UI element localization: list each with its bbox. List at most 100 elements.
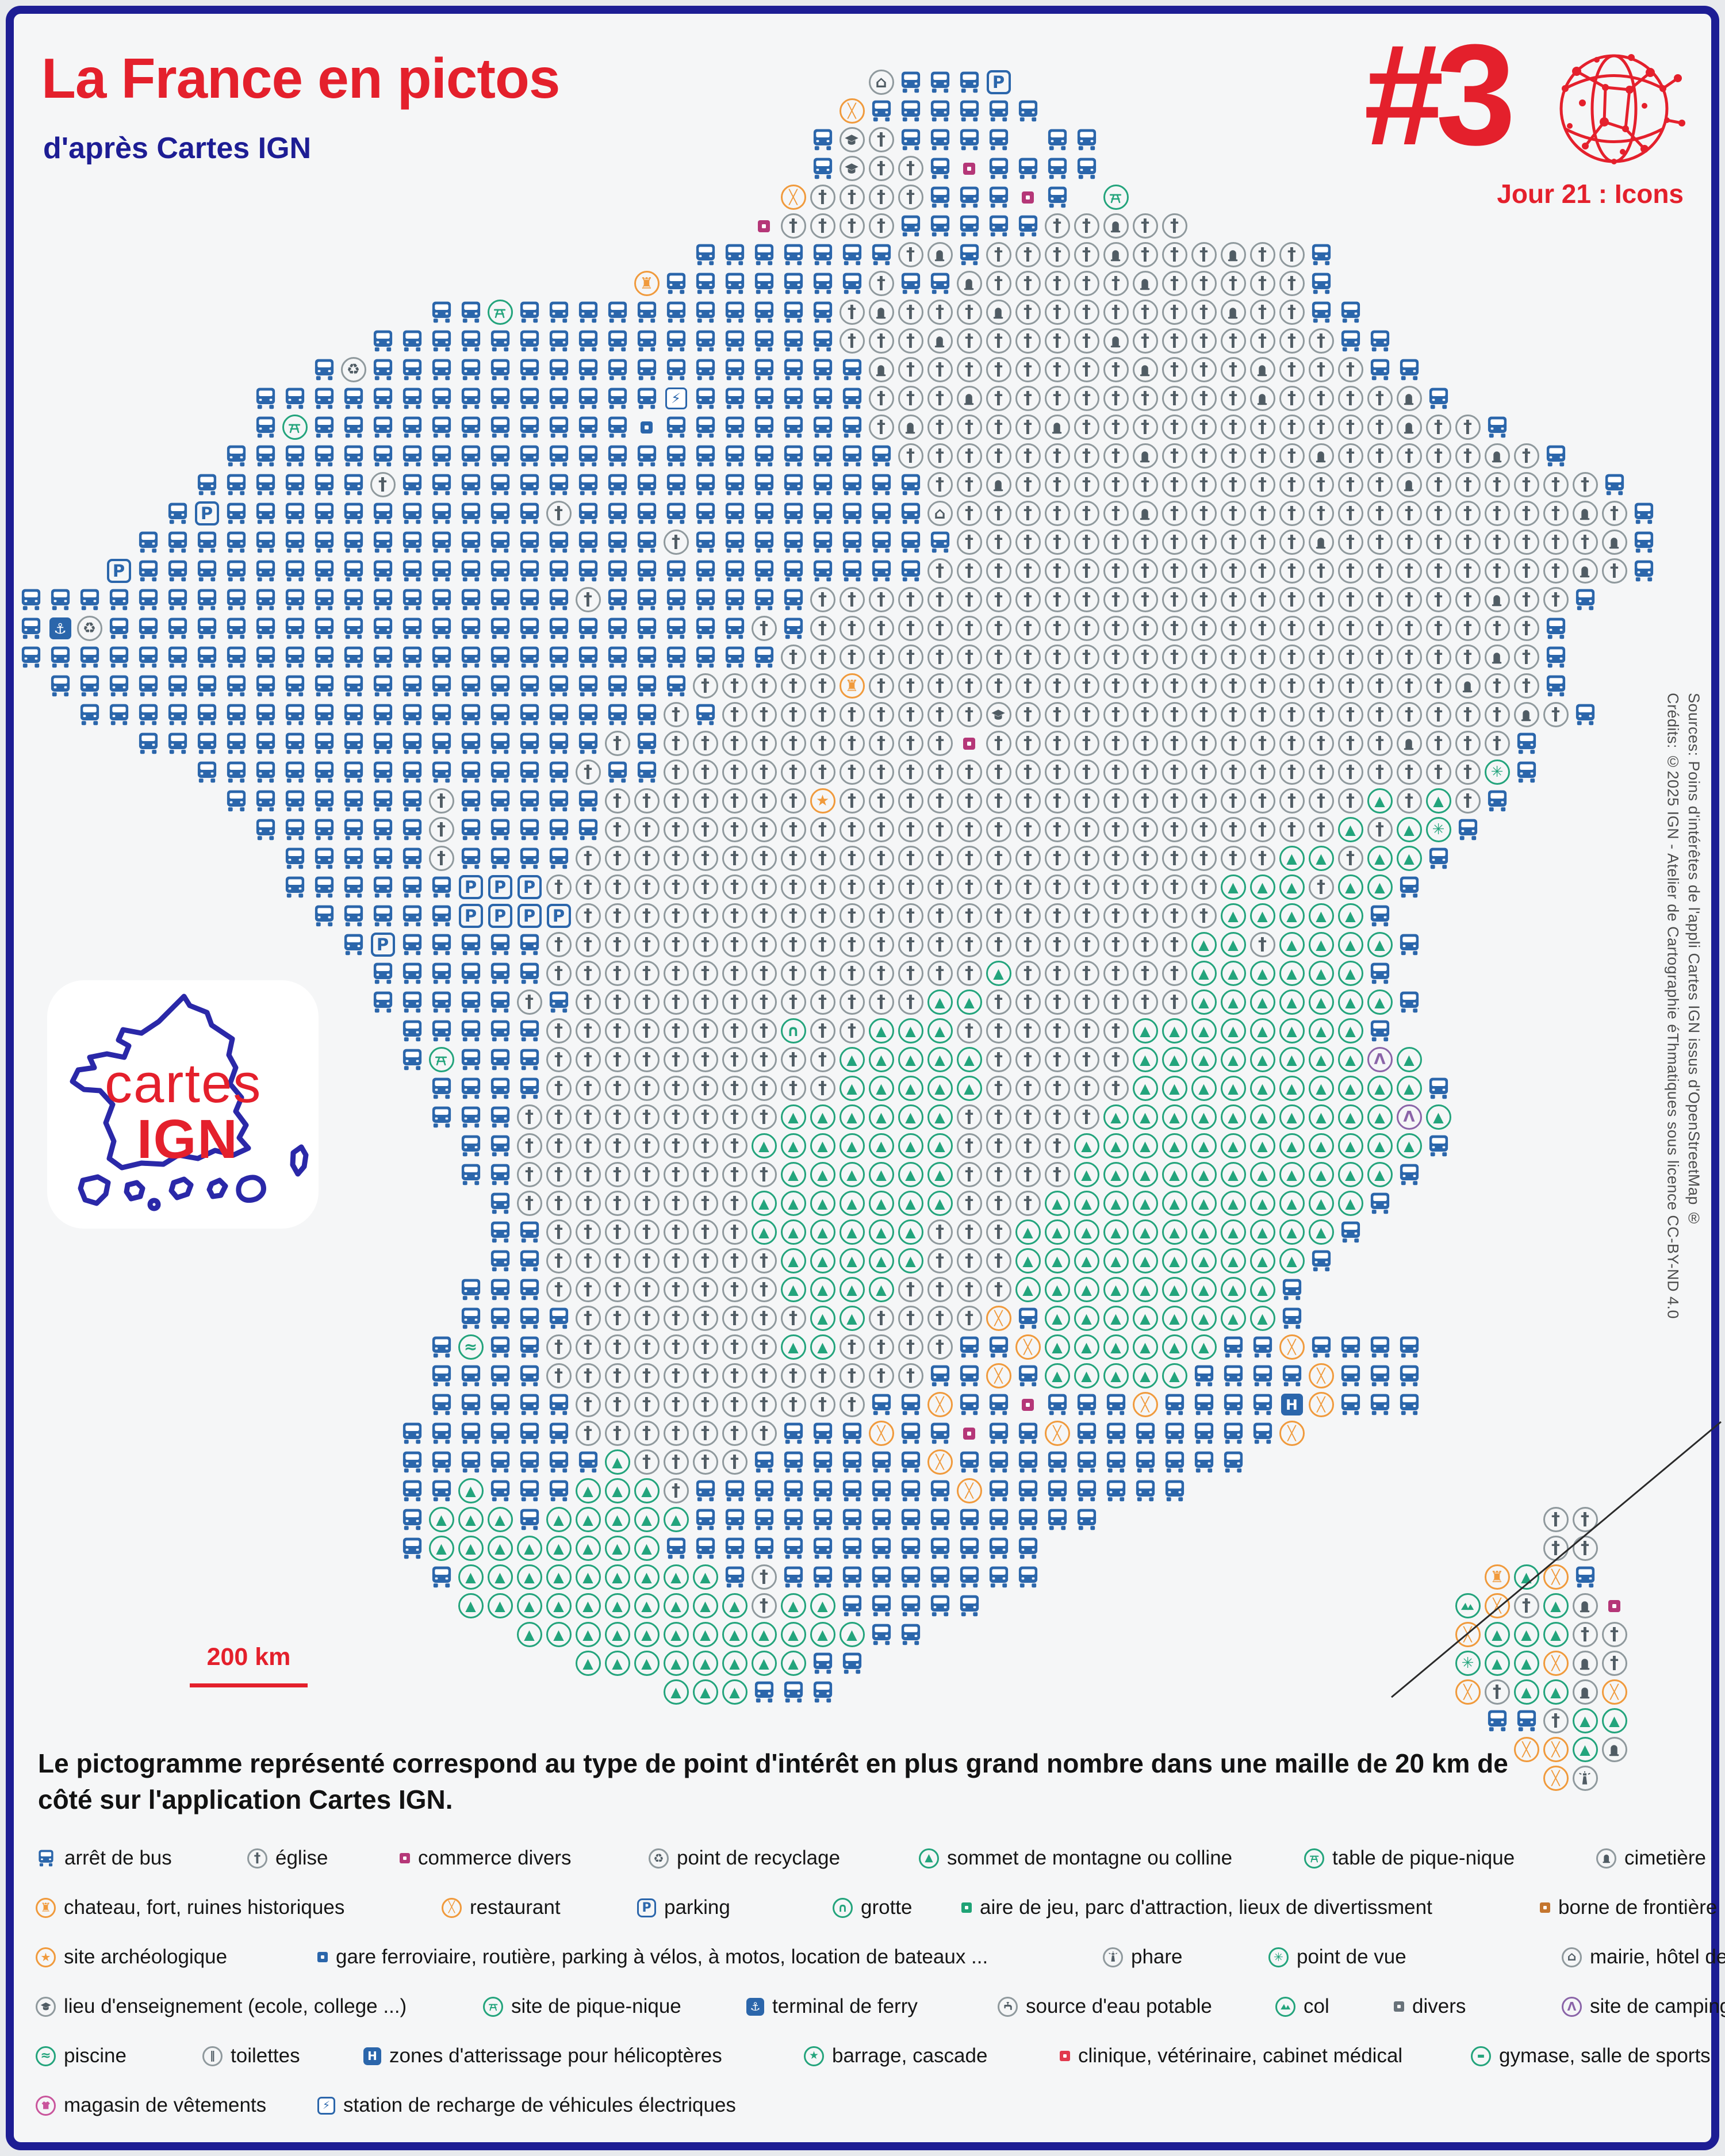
church-icon: † (1279, 645, 1305, 670)
map-cell: † (1336, 442, 1365, 470)
summit-icon: ▲ (1015, 1277, 1041, 1302)
summit-icon: ▲ (1279, 1133, 1305, 1158)
map-cell: ▲ (837, 1275, 867, 1304)
church-icon: † (1220, 846, 1246, 871)
map-cell (339, 528, 368, 557)
map-cell (456, 1103, 485, 1131)
church-icon: † (1015, 1191, 1041, 1216)
map-cell (456, 1131, 485, 1160)
map-cell (397, 442, 427, 470)
map-cell (75, 585, 104, 614)
map-cell: † (954, 585, 984, 614)
summit-icon: ▲ (1162, 1277, 1187, 1302)
bus-stop-icon (252, 759, 279, 785)
bus-stop-icon (1074, 1449, 1100, 1475)
church-icon: † (575, 1363, 601, 1388)
map-cell: ▲ (1277, 873, 1306, 901)
bus-stop-icon (810, 1679, 836, 1705)
summit-icon: ▲ (1279, 1047, 1305, 1072)
bus-stop-icon (1631, 500, 1657, 527)
map-cell (1160, 1448, 1189, 1476)
church-icon: † (722, 702, 747, 727)
bus-stop-icon (76, 644, 103, 670)
map-cell: ▲ (1218, 959, 1248, 988)
map-cell: ▲ (661, 1563, 691, 1591)
map-cell: ▲ (808, 1131, 837, 1160)
map-cell: † (1042, 355, 1072, 384)
map-cell: † (1042, 1045, 1072, 1074)
church-icon: † (780, 932, 806, 957)
bus-stop-icon (810, 1506, 836, 1533)
summit-icon: ▲ (1162, 1363, 1187, 1388)
map-cell: † (1570, 1620, 1600, 1649)
church-icon: † (986, 731, 1011, 756)
church-icon: † (927, 1277, 953, 1302)
map-cell: † (1013, 729, 1042, 758)
map-cell (515, 1016, 544, 1045)
cartes-ign-logo: cartes IGN (47, 980, 319, 1229)
cemetery-icon (1396, 731, 1422, 756)
church-icon: † (692, 1162, 718, 1187)
church-icon: † (1337, 846, 1363, 871)
map-cell: † (1541, 1534, 1570, 1563)
map-cell: † (632, 1103, 661, 1131)
map-cell: † (867, 729, 896, 758)
map-cell (339, 787, 368, 815)
map-cell: † (837, 1390, 867, 1419)
map-cell: † (808, 212, 837, 240)
bus-stop-icon (135, 644, 162, 670)
map-cell: † (1394, 643, 1424, 672)
map-cell: ▲ (1189, 1045, 1218, 1074)
church-icon: † (751, 616, 777, 641)
bus-stop-icon (370, 874, 396, 900)
summit-icon: ▲ (663, 1679, 689, 1705)
map-cell: † (1130, 643, 1160, 672)
map-cell: ▲ (1365, 930, 1394, 959)
bus-stop-icon (516, 328, 543, 354)
map-cell (515, 959, 544, 988)
map-cell (779, 240, 808, 269)
statement: Le pictogramme représenté correspond au … (38, 1745, 1556, 1819)
map-cell: † (896, 700, 925, 729)
legend-label: grotte (861, 1896, 913, 1919)
map-cell (808, 413, 837, 442)
church-icon: † (1074, 530, 1099, 555)
church-icon: † (546, 932, 572, 957)
map-cell: ▲ (896, 1016, 925, 1045)
map-cell (309, 700, 339, 729)
bus-stop-icon (370, 586, 396, 613)
map-cell (515, 672, 544, 700)
map-cell: † (1189, 384, 1218, 413)
map-cell: ▲ (1306, 1189, 1336, 1218)
map-cell (720, 298, 749, 327)
bus-stop-icon (1396, 989, 1423, 1015)
bus-stop-icon (340, 385, 367, 412)
map-cell (779, 614, 808, 643)
map-cell (397, 1419, 427, 1448)
map-cell: † (1072, 959, 1101, 988)
church-icon: † (1015, 242, 1041, 267)
bus-stop-icon (1074, 126, 1100, 153)
summit-icon: ▲ (1249, 1219, 1275, 1245)
church-icon: † (1103, 443, 1129, 469)
map-cell: ╳ (1453, 1620, 1482, 1649)
map-cell: † (896, 988, 925, 1016)
church-icon: † (1044, 328, 1070, 354)
map-cell: † (603, 959, 632, 988)
map-cell (251, 729, 280, 758)
map-cell (632, 585, 661, 614)
map-cell (837, 442, 867, 470)
summit-icon: ▲ (1074, 1191, 1099, 1216)
cemetery-icon (1132, 357, 1158, 382)
map-cell (515, 1361, 544, 1390)
map-cell: † (1277, 240, 1306, 269)
church-icon: † (1103, 386, 1129, 411)
bus-stop-icon (487, 385, 513, 412)
church-icon: † (1132, 788, 1158, 814)
bus-stop-icon (927, 184, 953, 210)
summit-icon: ▲ (634, 1478, 660, 1503)
map-cell (896, 528, 925, 557)
bus-stop-icon (1337, 1334, 1364, 1360)
map-cell: ▲ (691, 1563, 720, 1591)
church-icon: † (692, 673, 718, 699)
